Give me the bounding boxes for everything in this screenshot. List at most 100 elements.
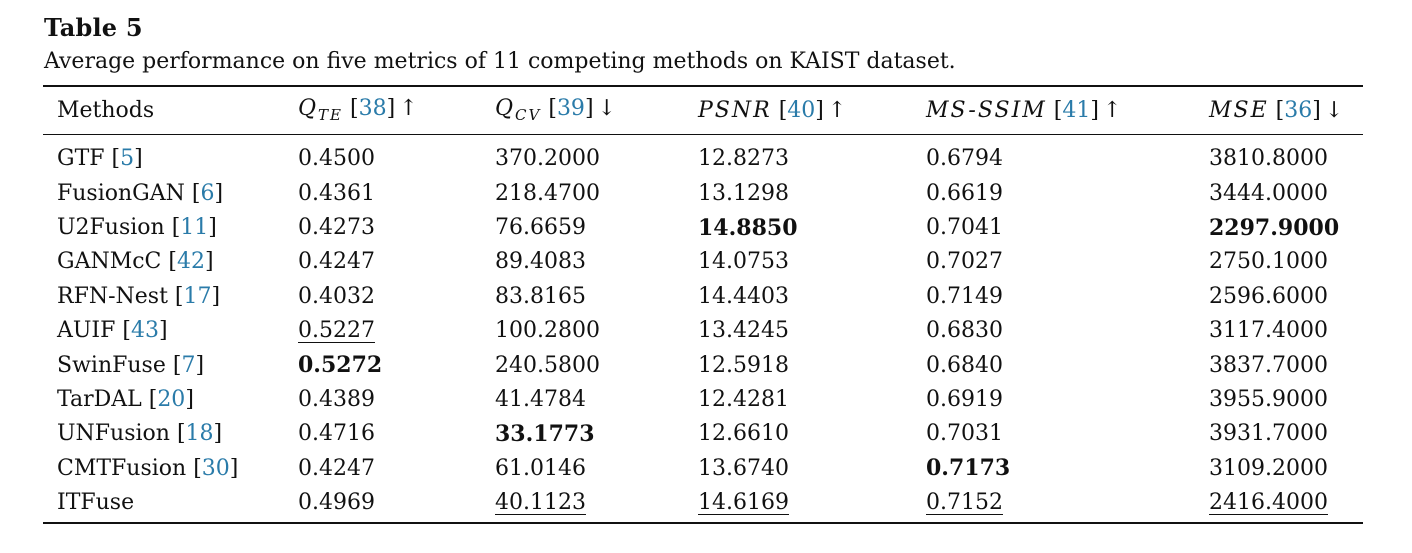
citation-link[interactable]: 5 — [120, 145, 135, 171]
method-cell: RFN-Nest [17] — [57, 283, 221, 309]
metric-cell: 89.4083 — [495, 245, 698, 279]
citation-link[interactable]: 30 — [201, 455, 230, 481]
metric-cell: 13.6740 — [698, 451, 926, 485]
method-name: TarDAL — [57, 387, 142, 413]
metric-value: 41.4784 — [495, 387, 586, 413]
metric-value: 13.1298 — [698, 180, 789, 206]
method-cell: AUIF [43] — [57, 318, 168, 344]
citation-link[interactable]: 6 — [200, 180, 215, 206]
metric-value: 12.4281 — [698, 387, 789, 413]
method-name: GTF — [57, 145, 105, 171]
citation-link[interactable]: 39 — [556, 96, 585, 121]
metric-cell: 0.4032 — [298, 279, 495, 313]
citation-link[interactable]: 20 — [157, 387, 186, 413]
metric-cell: 0.6794 — [926, 134, 1209, 176]
citation-link[interactable]: 43 — [130, 318, 159, 344]
citation-link[interactable]: 41 — [1062, 97, 1091, 123]
citation-link[interactable]: 11 — [180, 215, 209, 241]
method-cell: TarDAL [20] — [57, 387, 194, 413]
metric-value: 2416.4000 — [1209, 490, 1328, 516]
metric-value: 3931.7000 — [1209, 421, 1328, 447]
table-row: ITFuse 0.4969 40.1123 14.6169 0.7152 2416.400… — [43, 486, 1363, 520]
metric-value: 89.4083 — [495, 249, 586, 275]
citation-link[interactable]: 36 — [1284, 97, 1313, 123]
metric-value: 2297.9000 — [1209, 214, 1340, 241]
metric-cell: 13.1298 — [698, 176, 926, 210]
metric-cell: 0.4389 — [298, 382, 495, 416]
metric-value: 3109.2000 — [1209, 455, 1328, 481]
bottom-rule — [43, 522, 1363, 524]
metric-value: 14.0753 — [698, 249, 789, 275]
metric-value: 12.8273 — [698, 145, 789, 171]
metric-value: 14.8850 — [698, 214, 798, 241]
metric-value: 0.6794 — [926, 145, 1003, 171]
metric-cell: 2416.4000 — [1209, 486, 1363, 520]
method-name: ITFuse — [57, 490, 135, 516]
header-metric: QTE [38] ↑ — [298, 96, 418, 124]
citation-link[interactable]: 38 — [358, 96, 387, 121]
citation-link[interactable]: 18 — [185, 421, 214, 447]
metric-value: 0.7031 — [926, 421, 1003, 447]
metric-value: 240.5800 — [495, 352, 600, 378]
metric-cell: 12.8273 — [698, 134, 926, 176]
metric-value: 0.7152 — [926, 490, 1003, 516]
method-name: AUIF — [57, 318, 116, 344]
metric-cell: 3837.7000 — [1209, 348, 1363, 382]
metric-value: 12.6610 — [698, 421, 789, 447]
table-caption: Average performance on five metrics of 1… — [44, 49, 956, 74]
metric-cell: 0.6830 — [926, 314, 1209, 348]
metric-value: 13.4245 — [698, 318, 789, 344]
metric-value: 3837.7000 — [1209, 352, 1328, 378]
metric-value: 83.8165 — [495, 283, 586, 309]
citation-link[interactable]: 42 — [176, 249, 205, 275]
header-metric: MS-SSIM [41] ↑ — [926, 97, 1122, 123]
method-name: SwinFuse — [57, 352, 166, 378]
metric-cell: 3444.0000 — [1209, 176, 1363, 210]
method-name: UNFusion — [57, 421, 170, 447]
metric-cell: 3117.4000 — [1209, 314, 1363, 348]
metric-cell: 2596.6000 — [1209, 279, 1363, 313]
method-cell: U2Fusion [11] — [57, 215, 217, 241]
citation-link[interactable]: 17 — [183, 283, 212, 309]
metric-cell: 14.0753 — [698, 245, 926, 279]
table-row: GTF [5] 0.4500 370.2000 12.8273 0.6794 3810.8… — [43, 134, 1363, 176]
metric-value: 12.5918 — [698, 352, 789, 378]
metric-cell: 12.6610 — [698, 417, 926, 451]
metric-cell: 14.8850 — [698, 210, 926, 244]
method-cell: GANMcC [42] — [57, 249, 214, 275]
metric-cell: 240.5800 — [495, 348, 698, 382]
metric-value: 0.6919 — [926, 387, 1003, 413]
metric-value: 0.4247 — [298, 455, 375, 481]
table-row: SwinFuse [7] 0.5272 240.5800 12.5918 0.6840 3… — [43, 348, 1363, 382]
metric-cell: 12.5918 — [698, 348, 926, 382]
metric-cell: 76.6659 — [495, 210, 698, 244]
metric-cell: 83.8165 — [495, 279, 698, 313]
method-cell: UNFusion [18] — [57, 421, 223, 447]
metric-cell: 0.7173 — [926, 451, 1209, 485]
arrow-down-icon: ↓ — [1324, 97, 1344, 123]
metric-cell: 0.4273 — [298, 210, 495, 244]
table-row: AUIF [43] 0.5227 100.2800 13.4245 0.6830 3117… — [43, 314, 1363, 348]
metric-cell: 14.6169 — [698, 486, 926, 520]
metric-value: 3810.8000 — [1209, 145, 1328, 171]
metric-value: 3444.0000 — [1209, 180, 1328, 206]
metric-value: 40.1123 — [495, 490, 586, 516]
metric-value: 218.4700 — [495, 180, 600, 206]
metric-value: 0.5272 — [298, 352, 383, 379]
metric-cell: 0.7041 — [926, 210, 1209, 244]
metric-value: 61.0146 — [495, 455, 586, 481]
metric-value: 14.4403 — [698, 283, 789, 309]
metric-cell: 12.4281 — [698, 382, 926, 416]
citation-link[interactable]: 40 — [787, 97, 816, 123]
metric-cell: 3931.7000 — [1209, 417, 1363, 451]
metric-value: 0.7041 — [926, 215, 1003, 241]
header-metric: PSNR [40] ↑ — [698, 97, 847, 123]
citation-link[interactable]: 7 — [181, 352, 196, 378]
table-row: RFN-Nest [17] 0.4032 83.8165 14.4403 0.7149 2… — [43, 279, 1363, 313]
metric-cell: 0.5272 — [298, 348, 495, 382]
table-label: Table 5 — [44, 13, 143, 42]
table-row: GANMcC [42] 0.4247 89.4083 14.0753 0.7027 275… — [43, 245, 1363, 279]
metric-value: 0.4032 — [298, 283, 375, 309]
header-row: Methods QTE [38] ↑ QCV [39] ↓ PSNR [40] ↑ M… — [43, 86, 1363, 134]
header-methods: Methods — [57, 97, 155, 123]
